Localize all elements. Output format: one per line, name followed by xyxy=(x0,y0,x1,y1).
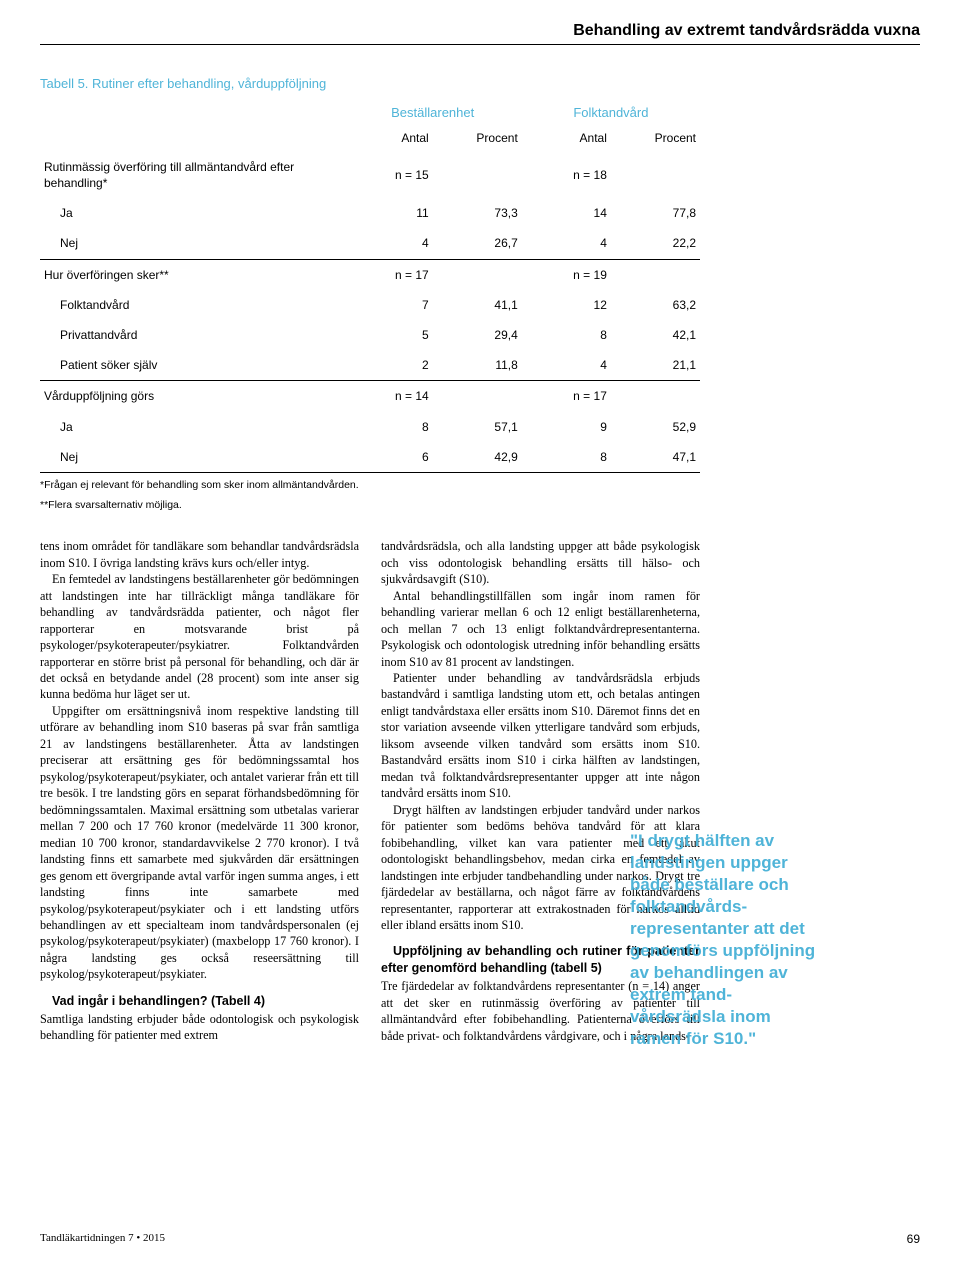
row-label: Nej xyxy=(40,228,344,259)
row-value: n = 17 xyxy=(344,259,433,290)
table-row: Ja857,1952,9 xyxy=(40,412,700,442)
row-value: n = 14 xyxy=(344,381,433,412)
row-value: n = 18 xyxy=(522,152,611,198)
row-value: 11 xyxy=(344,198,433,228)
body-column-1: tens inom området för tandläkare som beh… xyxy=(40,538,359,1044)
row-value: 22,2 xyxy=(611,228,700,259)
col-d-header: Procent xyxy=(611,126,700,152)
row-value: 57,1 xyxy=(433,412,522,442)
row-value: 29,4 xyxy=(433,320,522,350)
row-value: 4 xyxy=(522,228,611,259)
row-value xyxy=(433,152,522,198)
row-label: Hur överföringen sker** xyxy=(40,259,344,290)
row-value: 63,2 xyxy=(611,290,700,320)
row-value: 41,1 xyxy=(433,290,522,320)
body-paragraph: Uppgifter om ersättningsnivå inom respek… xyxy=(40,703,359,983)
row-value: 8 xyxy=(522,442,611,473)
row-label: Privattandvård xyxy=(40,320,344,350)
row-value: 9 xyxy=(522,412,611,442)
body-paragraph: Patienter under behandling av tandvårdsr… xyxy=(381,670,700,802)
table-footnote-1: *Frågan ej relevant för behandling som s… xyxy=(40,479,700,493)
row-label: Rutinmässig överföring till allmäntandvå… xyxy=(40,152,344,198)
row-value: 73,3 xyxy=(433,198,522,228)
row-value: 4 xyxy=(522,350,611,381)
row-value: n = 19 xyxy=(522,259,611,290)
row-value xyxy=(433,381,522,412)
row-label: Vårduppföljning görs xyxy=(40,381,344,412)
header-rule xyxy=(40,44,920,45)
row-value: 12 xyxy=(522,290,611,320)
group-header-right: Folktandvård xyxy=(522,100,700,126)
table-header-sub-row: Antal Procent Antal Procent xyxy=(40,126,700,152)
table-row: Hur överföringen sker**n = 17 n = 19 xyxy=(40,259,700,290)
row-value: 7 xyxy=(344,290,433,320)
table-caption: Tabell 5. Rutiner efter behandling, vård… xyxy=(40,75,700,93)
row-value: 42,9 xyxy=(433,442,522,473)
page-footer: Tandläkartidningen 7 • 2015 69 xyxy=(40,1231,920,1247)
col-c-header: Antal xyxy=(522,126,611,152)
body-paragraph: Samtliga landsting erbjuder både odontol… xyxy=(40,1011,359,1044)
row-value: 5 xyxy=(344,320,433,350)
section-subhead: Vad ingår i behandlingen? (Tabell 4) xyxy=(40,993,359,1010)
row-value: 42,1 xyxy=(611,320,700,350)
row-value: 14 xyxy=(522,198,611,228)
col-b-header: Procent xyxy=(433,126,522,152)
page-title: Behandling av extremt tandvårdsrädda vux… xyxy=(40,20,920,42)
table-row: Rutinmässig överföring till allmäntandvå… xyxy=(40,152,700,198)
body-columns: tens inom området för tandläkare som beh… xyxy=(40,538,700,1044)
table-row: Privattandvård529,4842,1 xyxy=(40,320,700,350)
row-value: 11,8 xyxy=(433,350,522,381)
row-value: 77,8 xyxy=(611,198,700,228)
row-value: 47,1 xyxy=(611,442,700,473)
table-row: Vårduppföljning görsn = 14 n = 17 xyxy=(40,381,700,412)
table-row: Ja1173,31477,8 xyxy=(40,198,700,228)
footer-left: Tandläkartidningen 7 • 2015 xyxy=(40,1231,165,1247)
table-row: Patient söker själv211,8421,1 xyxy=(40,350,700,381)
row-label: Ja xyxy=(40,412,344,442)
row-value: 4 xyxy=(344,228,433,259)
table-block: Tabell 5. Rutiner efter behandling, vård… xyxy=(40,75,700,513)
row-value: 52,9 xyxy=(611,412,700,442)
row-value xyxy=(433,259,522,290)
row-value: 8 xyxy=(522,320,611,350)
row-value xyxy=(611,381,700,412)
page-number: 69 xyxy=(907,1231,920,1247)
table-header-group-row: Beställarenhet Folktandvård xyxy=(40,100,700,126)
row-value: 26,7 xyxy=(433,228,522,259)
group-header-left: Beställarenhet xyxy=(344,100,522,126)
row-label: Patient söker själv xyxy=(40,350,344,381)
table-footnote-2: **Flera svarsalternativ möjliga. xyxy=(40,499,700,513)
body-paragraph: Antal behandlingstillfällen som ingår in… xyxy=(381,588,700,670)
row-value: n = 15 xyxy=(344,152,433,198)
body-paragraph: tandvårdsrädsla, och alla landsting uppg… xyxy=(381,538,700,587)
row-label: Nej xyxy=(40,442,344,473)
table-row: Nej642,9847,1 xyxy=(40,442,700,473)
routines-table: Beställarenhet Folktandvård Antal Procen… xyxy=(40,100,700,473)
row-value: 2 xyxy=(344,350,433,381)
row-label: Folktandvård xyxy=(40,290,344,320)
row-value: 6 xyxy=(344,442,433,473)
row-value: 8 xyxy=(344,412,433,442)
row-label: Ja xyxy=(40,198,344,228)
row-value: 21,1 xyxy=(611,350,700,381)
body-paragraph: tens inom området för tandläkare som beh… xyxy=(40,538,359,571)
col-a-header: Antal xyxy=(344,126,433,152)
row-value xyxy=(611,152,700,198)
body-paragraph: En femtedel av landstingens beställarenh… xyxy=(40,571,359,703)
row-value xyxy=(611,259,700,290)
pull-quote: "I drygt hälften av landstingen uppger b… xyxy=(630,830,820,1051)
row-value: n = 17 xyxy=(522,381,611,412)
table-row: Nej426,7422,2 xyxy=(40,228,700,259)
table-row: Folktandvård741,11263,2 xyxy=(40,290,700,320)
